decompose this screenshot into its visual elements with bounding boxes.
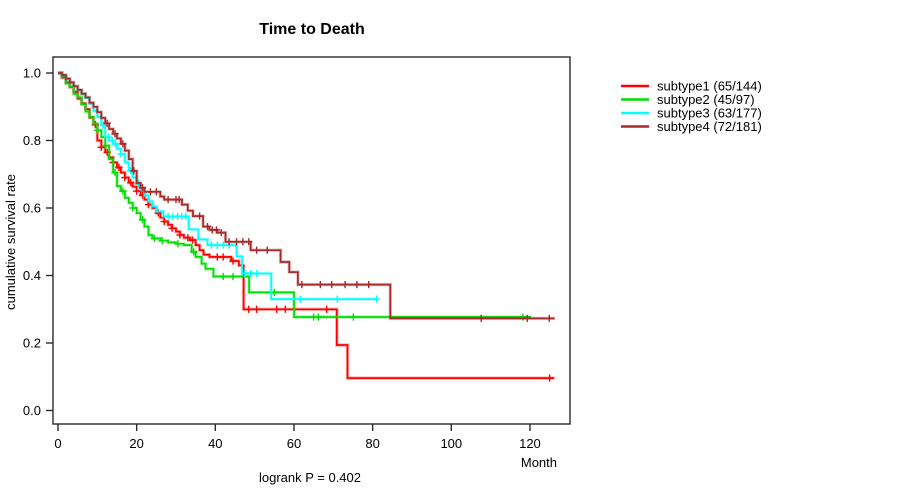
x-tick-label: 0 [54, 436, 61, 451]
y-tick-label: 0.6 [23, 201, 41, 216]
legend-item-subtype2: subtype2 (45/97) [621, 92, 755, 107]
legend-item-subtype1: subtype1 (65/144) [621, 79, 762, 94]
survival-curve-halo-subtype1 [58, 71, 555, 380]
censor-marks-subtype4 [103, 119, 553, 322]
x-tick-label: 20 [129, 436, 143, 451]
x-tick-label: 100 [440, 436, 462, 451]
survival-curve-halo-subtype2 [58, 71, 532, 319]
x-tick-label: 40 [208, 436, 222, 451]
legend: subtype1 (65/144) subtype2 (45/97) subty… [621, 79, 762, 134]
plot-box [52, 56, 571, 425]
x-tick-label: 80 [365, 436, 379, 451]
survival-curve-halo-subtype4 [58, 71, 555, 321]
legend-label-subtype1: subtype1 (65/144) [657, 79, 762, 94]
legend-item-subtype4: subtype4 (72/181) [621, 119, 762, 134]
y-axis-label: cumulative survival rate [3, 174, 18, 310]
survival-curve-subtype1 [58, 72, 555, 379]
censor-marks-subtype2 [93, 126, 527, 321]
x-axis-label: Month [521, 455, 557, 470]
axes-layer: 0 20 40 60 80 100 120 0.0 0.2 0.4 0.6 0.8 1.0 [23, 66, 541, 452]
plot-title: Time to Death [259, 21, 365, 38]
y-tick-label: 0.4 [23, 268, 41, 283]
legend-label-subtype2: subtype2 (45/97) [657, 92, 755, 107]
survival-curve-halo-subtype3 [58, 71, 378, 301]
x-tick-label: 60 [287, 436, 301, 451]
x-tick-label: 120 [519, 436, 541, 451]
y-tick-label: 0.8 [23, 133, 41, 148]
logrank-p-value: logrank P = 0.402 [259, 470, 361, 485]
censor-marks-subtype1 [91, 121, 554, 382]
y-tick-label: 0.2 [23, 336, 41, 351]
legend-label-subtype4: subtype4 (72/181) [657, 119, 762, 134]
survival-curve-subtype4 [58, 72, 555, 320]
y-tick-label: 1.0 [23, 66, 41, 81]
survival-curves-layer [58, 71, 555, 382]
legend-label-subtype3: subtype3 (63/177) [657, 106, 762, 121]
legend-item-subtype3: subtype3 (63/177) [621, 106, 762, 121]
survival-curve-subtype3 [58, 72, 378, 300]
survival-curve-subtype2 [58, 72, 532, 318]
y-tick-label: 0.0 [23, 403, 41, 418]
